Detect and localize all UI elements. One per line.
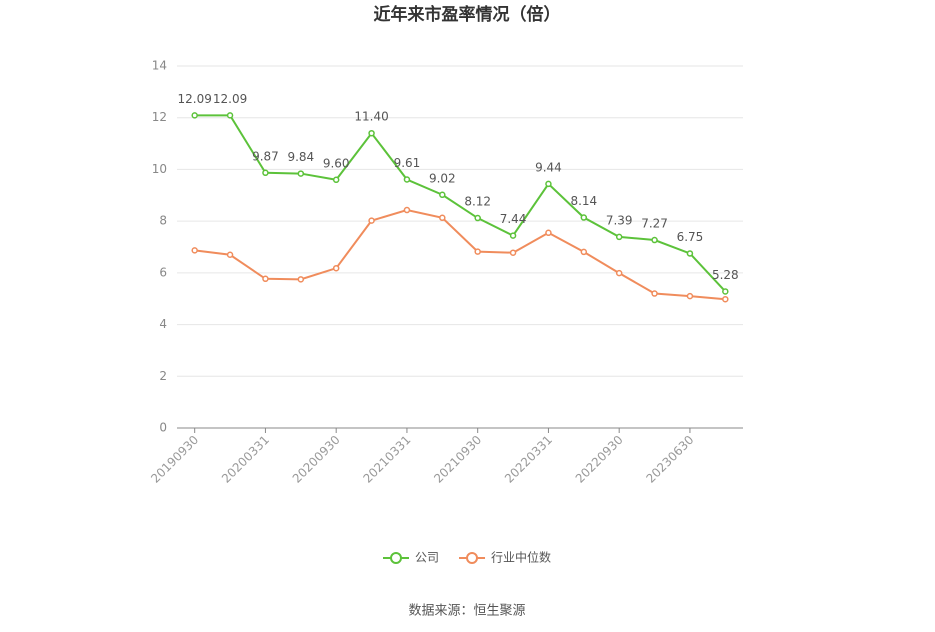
x-tick-label: 20190930 [148,433,201,486]
point [262,275,269,283]
y-tick-label: 12 [152,110,167,124]
point [403,206,411,214]
y-tick-label: 0 [159,421,167,435]
point [262,169,269,177]
x-tick-label: 20220331 [502,433,555,486]
y-tick-label: 10 [152,162,167,176]
point [651,236,658,244]
x-tick-label: 20230630 [643,433,696,486]
x-tick-label: 20210930 [431,433,484,486]
point [474,214,481,222]
point [297,276,305,283]
data-label: 11.40 [354,110,388,124]
point [686,292,694,300]
point [722,295,729,303]
series-line [194,114,727,293]
y-tick-label: 8 [159,214,167,228]
data-label: 12.09 [213,92,247,106]
data-label: 9.02 [429,171,456,185]
point [722,288,729,295]
point [545,229,552,237]
data-label: 9.61 [394,156,421,170]
data-label: 7.27 [641,217,668,231]
point [615,233,623,241]
point [580,214,588,221]
source: 数据来源：恒生聚源 [408,604,525,619]
x-tick-label: 20200930 [290,433,343,486]
point [368,129,375,137]
data-label: 7.44 [500,212,527,226]
point [191,247,198,254]
point [403,176,411,183]
y-tick-label: 2 [159,369,167,383]
point [439,214,446,222]
data-label: 9.60 [323,156,350,170]
x-tick-label: 20200331 [219,433,272,486]
point [545,180,552,188]
y-tick-label: 6 [159,265,167,279]
legend-label: 公司 [415,551,439,565]
point [509,232,517,239]
point [615,269,623,277]
data-label: 8.12 [464,195,491,209]
point [651,290,658,297]
data-label: 7.39 [606,213,633,227]
point [332,264,340,272]
data-label: 5.28 [712,268,739,282]
point [439,191,446,199]
chart-title: 近年来市盈率情况（倍） [374,4,561,25]
point [580,248,588,256]
x-tick-label: 20220930 [573,433,626,486]
data-label: 9.84 [287,150,314,164]
y-tick-label: 4 [159,317,167,331]
y-tick-label: 14 [152,59,167,73]
x-tick-label: 20210331 [360,433,413,486]
point [368,217,375,224]
point [509,249,517,256]
legend-item: 行业中位数 [459,550,551,565]
point [474,248,481,255]
data-label: 6.75 [677,230,704,244]
point [226,251,234,259]
data-label: 8.14 [570,194,597,208]
series-line [194,208,726,301]
point [297,170,305,177]
data-label: 12.09 [178,92,212,106]
point [191,112,198,119]
point [226,112,234,119]
point [332,176,340,184]
legend-label: 行业中位数 [491,550,551,565]
point [686,250,694,257]
legend-item: 公司 [383,551,439,565]
data-label: 9.87 [252,149,279,163]
data-label: 9.44 [535,160,562,174]
legend-marker [466,552,479,564]
legend-marker [390,552,402,564]
